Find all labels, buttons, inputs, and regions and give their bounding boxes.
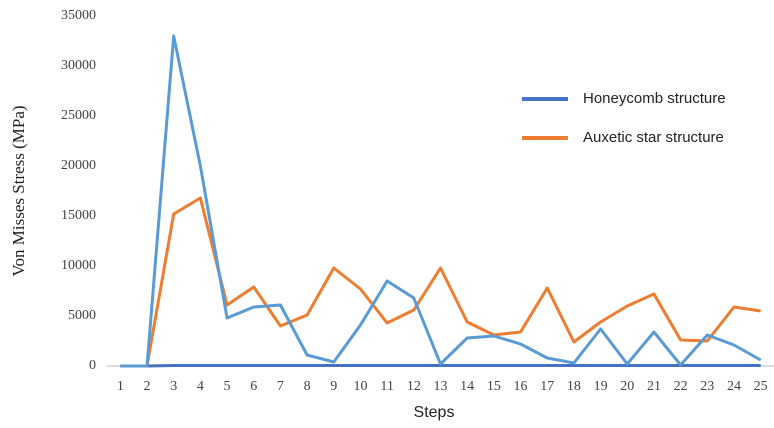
x-tick-label: 3 — [170, 379, 177, 394]
x-tick-label: 14 — [460, 379, 474, 394]
x-tick-label: 25 — [754, 379, 768, 394]
x-tick-label: 11 — [380, 379, 393, 394]
y-tick-label: 10000 — [61, 258, 96, 273]
x-tick-label: 20 — [620, 379, 634, 394]
x-tick-label: 10 — [353, 379, 367, 394]
x-tick-label: 2 — [144, 379, 151, 394]
x-tick-label: 21 — [647, 379, 661, 394]
x-tick-label: 12 — [407, 379, 421, 394]
x-tick-label: 19 — [594, 379, 608, 394]
x-tick-label: 4 — [197, 379, 204, 394]
y-tick-label: 25000 — [61, 108, 96, 123]
x-tick-label: 8 — [304, 379, 311, 394]
legend-label: Honeycomb structure — [583, 90, 726, 107]
x-tick-label: 17 — [540, 379, 554, 394]
x-tick-label: 15 — [487, 379, 501, 394]
y-tick-label: 0 — [89, 358, 96, 373]
x-tick-label: 16 — [514, 379, 528, 394]
y-tick-label: 30000 — [61, 58, 96, 73]
x-tick-label: 24 — [727, 379, 741, 394]
x-tick-label: 5 — [224, 379, 231, 394]
line-series — [120, 196, 761, 368]
line-series — [120, 34, 762, 368]
y-tick-label: 15000 — [61, 208, 96, 223]
legend-label: Auxetic star structure — [583, 129, 724, 146]
x-tick-label: 9 — [330, 379, 337, 394]
x-tick-label: 13 — [434, 379, 448, 394]
y-tick-label: 35000 — [61, 8, 96, 23]
x-tick-label: 7 — [277, 379, 284, 394]
x-tick-label: 23 — [700, 379, 714, 394]
x-axis-label: Steps — [414, 404, 455, 421]
line-series — [120, 364, 761, 368]
x-tick-label: 22 — [674, 379, 688, 394]
x-tick-label: 1 — [117, 379, 124, 394]
x-tick-label: 18 — [567, 379, 581, 394]
y-tick-label: 5000 — [68, 308, 96, 323]
y-axis-label: Von Misses Stress (MPa) — [9, 105, 28, 276]
y-tick-label: 20000 — [61, 158, 96, 173]
x-tick-label: 6 — [250, 379, 257, 394]
